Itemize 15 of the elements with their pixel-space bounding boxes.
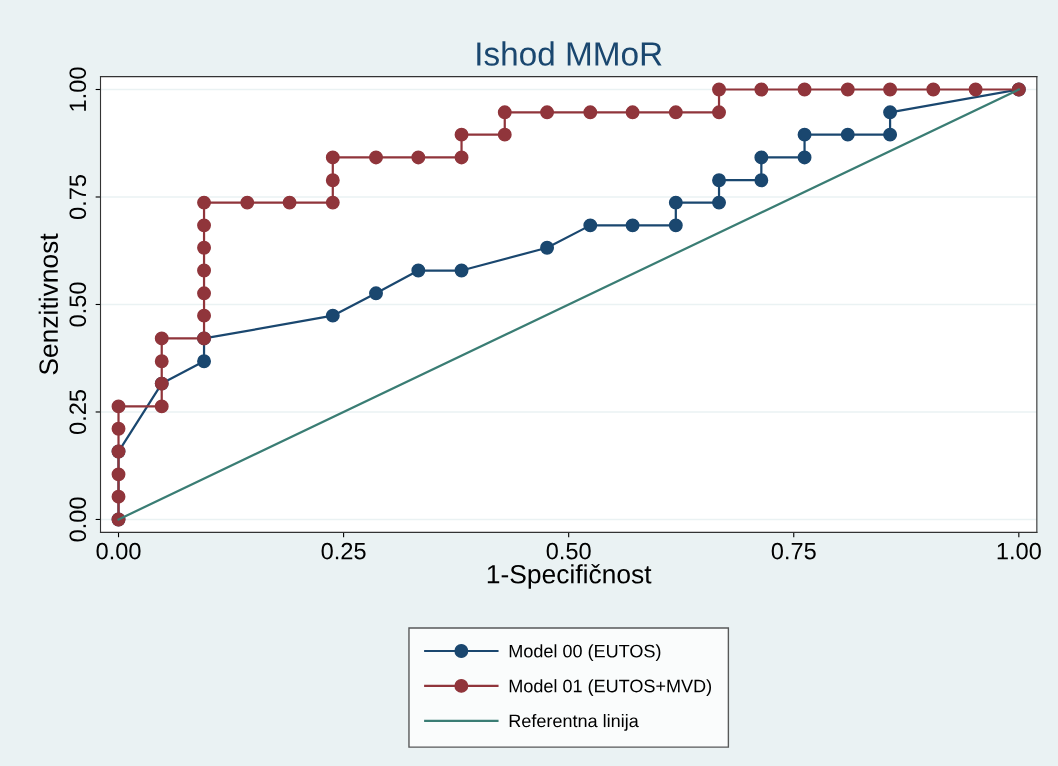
x-tick-label: 1.00 <box>997 542 1041 560</box>
x-tick-label: 0.75 <box>771 542 816 560</box>
legend-label: Model 01 (EUTOS+MVD) <box>509 679 712 696</box>
y-axis-title: Senzitivnost <box>38 233 59 375</box>
x-tick-label: 0.50 <box>546 542 591 560</box>
legend-label: Model 00 (EUTOS) <box>509 644 661 662</box>
y-tick-label: 1.00 <box>69 67 87 111</box>
y-tick-label: 0.75 <box>69 175 87 220</box>
chart-title: Ishod MMoR <box>477 41 662 66</box>
y-tick-label: 0.25 <box>69 389 87 435</box>
y-tick-label: 0.50 <box>69 282 87 327</box>
x-axis-title: 1-Specifičnost <box>487 564 652 589</box>
x-tick-label: 0.00 <box>96 542 141 560</box>
legend-label: Referentna linija <box>509 714 639 731</box>
x-tick-label: 0.25 <box>321 542 366 560</box>
